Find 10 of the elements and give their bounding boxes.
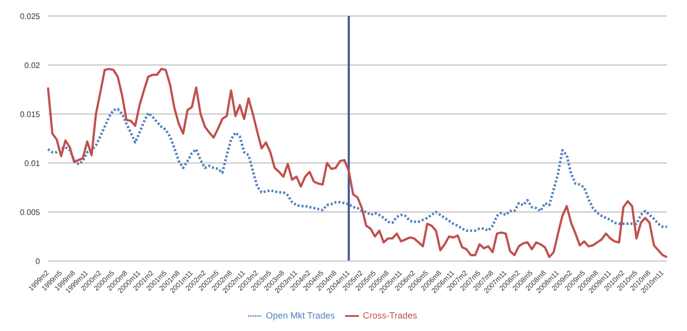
y-tick-label: 0.025 xyxy=(20,12,41,21)
y-tick-label: 0.02 xyxy=(24,60,41,70)
line-series xyxy=(46,108,668,232)
y-tick-label: 0.015 xyxy=(20,110,41,119)
y-tick-label: 0.005 xyxy=(20,208,41,217)
y-tick-label: 0.01 xyxy=(24,158,41,168)
line-series xyxy=(46,68,668,258)
legend-label: Cross-Trades xyxy=(362,310,418,320)
legend-label: Open Mkt Trades xyxy=(266,310,335,320)
y-tick-label: 0 xyxy=(36,256,41,266)
